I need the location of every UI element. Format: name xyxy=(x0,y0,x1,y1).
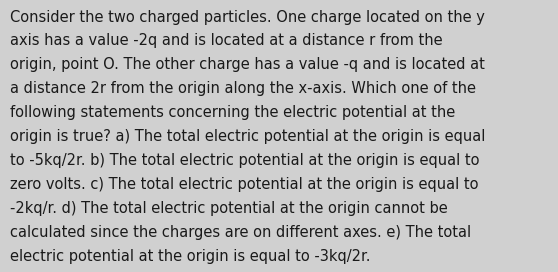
Text: to -5kq/2r. b) The total electric potential at the origin is equal to: to -5kq/2r. b) The total electric potent… xyxy=(10,153,479,168)
Text: electric potential at the origin is equal to -3kq/2r.: electric potential at the origin is equa… xyxy=(10,249,371,264)
Text: axis has a value -2q and is located at a distance r from the: axis has a value -2q and is located at a… xyxy=(10,33,442,48)
Text: origin is true? a) The total electric potential at the origin is equal: origin is true? a) The total electric po… xyxy=(10,129,485,144)
Text: calculated since the charges are on different axes. e) The total: calculated since the charges are on diff… xyxy=(10,225,471,240)
Text: a distance 2r from the origin along the x-axis. Which one of the: a distance 2r from the origin along the … xyxy=(10,81,476,96)
Text: origin, point O. The other charge has a value -q and is located at: origin, point O. The other charge has a … xyxy=(10,57,485,72)
Text: Consider the two charged particles. One charge located on the y: Consider the two charged particles. One … xyxy=(10,10,485,24)
Text: following statements concerning the electric potential at the: following statements concerning the elec… xyxy=(10,105,455,120)
Text: -2kq/r. d) The total electric potential at the origin cannot be: -2kq/r. d) The total electric potential … xyxy=(10,201,448,216)
Text: zero volts. c) The total electric potential at the origin is equal to: zero volts. c) The total electric potent… xyxy=(10,177,479,192)
